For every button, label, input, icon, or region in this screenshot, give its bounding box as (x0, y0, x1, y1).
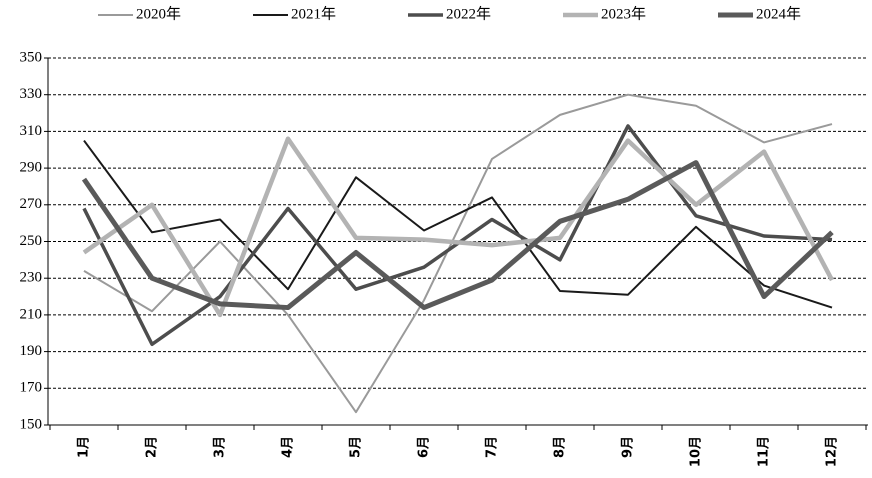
x-tick-label: 2月 (145, 436, 160, 458)
legend-label: 2022年 (446, 5, 491, 22)
legend-label: 2023年 (601, 5, 646, 22)
line-series (82, 136, 834, 318)
legend-label: 2024年 (756, 5, 801, 22)
y-tick-label: 250 (20, 233, 43, 249)
x-tick-label: 5月 (349, 436, 364, 458)
line-series (81, 160, 834, 311)
y-tick-label: 190 (20, 343, 43, 359)
x-tick-label: 12月 (825, 436, 840, 467)
x-tick-label: 10月 (689, 436, 704, 467)
y-tick-label: 230 (20, 270, 43, 286)
x-tick-label: 9月 (621, 436, 636, 458)
legend-label: 2020年 (136, 5, 181, 22)
x-tick-label: 1月 (77, 436, 92, 458)
x-tick-label: 8月 (553, 436, 568, 458)
y-tick-label: 350 (20, 49, 43, 65)
x-tick-label: 3月 (213, 436, 228, 458)
x-tick-label: 11月 (757, 436, 772, 467)
y-tick-label: 290 (20, 160, 43, 176)
y-tick-label: 330 (20, 86, 43, 102)
line-series (83, 93, 833, 414)
y-tick-label: 270 (20, 196, 43, 212)
y-tick-label: 310 (20, 123, 43, 139)
y-tick-label: 170 (20, 380, 43, 396)
x-tick-label: 4月 (281, 436, 296, 458)
legend-label: 2021年 (291, 5, 336, 22)
line-series (83, 139, 833, 309)
line-series (82, 124, 833, 347)
y-tick-label: 210 (20, 306, 43, 322)
x-tick-label: 6月 (417, 436, 432, 458)
x-tick-label: 7月 (485, 436, 500, 458)
y-tick-label: 150 (20, 416, 43, 432)
